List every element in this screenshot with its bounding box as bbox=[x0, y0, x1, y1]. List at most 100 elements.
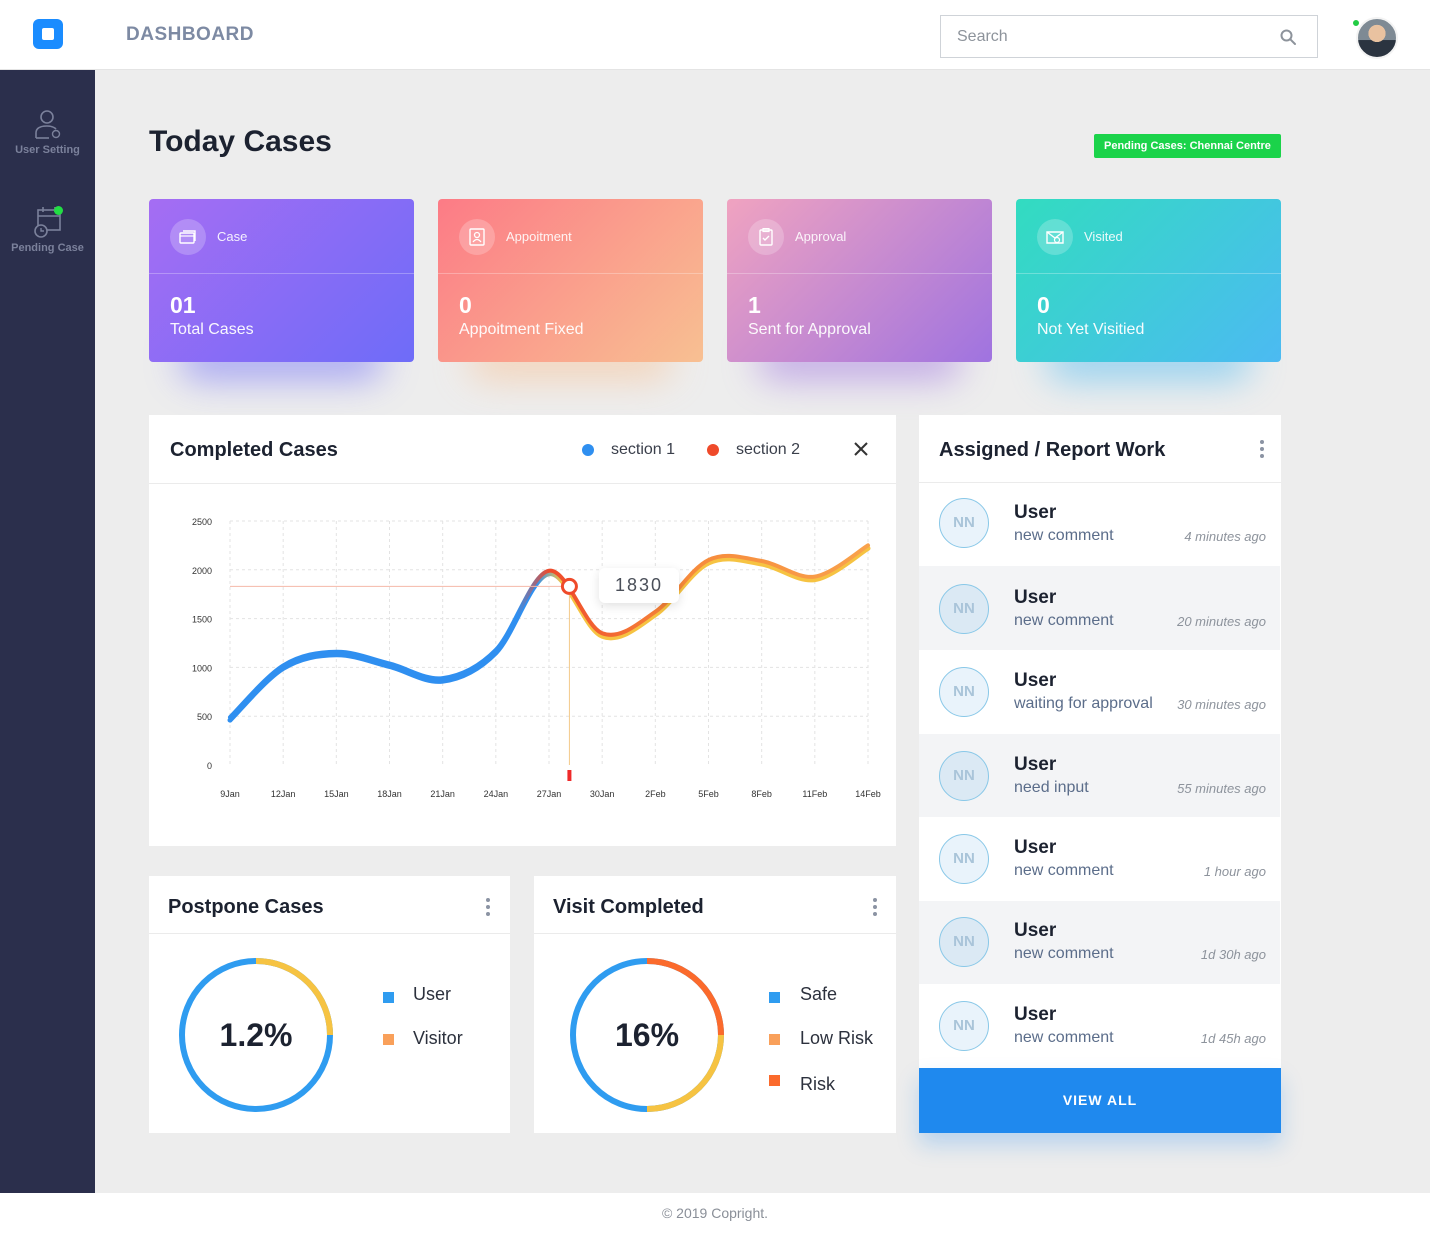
x-tick-label: 12Jan bbox=[271, 789, 296, 799]
clipboard-check-icon bbox=[748, 219, 784, 255]
card-label: Appoitment bbox=[506, 229, 572, 244]
sidebar-item-pending-case[interactable]: Pending Case bbox=[0, 206, 95, 254]
card-header: Appoitment bbox=[438, 199, 703, 274]
more-options-icon[interactable] bbox=[872, 898, 878, 918]
y-tick-label: 1000 bbox=[192, 663, 212, 673]
y-tick-label: 0 bbox=[207, 761, 212, 771]
legend-swatch-user bbox=[383, 992, 394, 1003]
panel-title: Visit Completed bbox=[553, 896, 704, 918]
sidebar-item-label: Pending Case bbox=[11, 242, 84, 254]
more-options-icon[interactable] bbox=[485, 898, 491, 918]
card-glow bbox=[468, 340, 673, 380]
visit-completed-panel: Visit Completed 16% Safe Low Risk Risk bbox=[534, 876, 896, 1133]
x-tick-label: 27Jan bbox=[537, 789, 562, 799]
search-input[interactable] bbox=[941, 16, 1271, 57]
x-tick-label: 30Jan bbox=[590, 789, 615, 799]
series-line-section-2 bbox=[228, 543, 870, 720]
highlight-point bbox=[560, 577, 578, 595]
legend-swatch-low-risk bbox=[769, 1034, 780, 1045]
x-tick-label: 15Jan bbox=[324, 789, 349, 799]
list-item[interactable]: NN User need input 55 minutes ago bbox=[919, 734, 1280, 817]
legend-low-risk: Low Risk bbox=[800, 1028, 874, 1048]
cards-icon bbox=[170, 219, 206, 255]
avatar: NN bbox=[939, 498, 989, 548]
card-glow bbox=[1046, 340, 1251, 380]
legend-dot-section-2 bbox=[707, 444, 719, 456]
avatar: NN bbox=[939, 917, 989, 967]
app-title: DASHBOARD bbox=[126, 24, 254, 45]
panel-title: Assigned / Report Work bbox=[939, 439, 1166, 461]
list-item[interactable]: NN User new comment 1 hour ago bbox=[919, 817, 1280, 901]
search-box[interactable] bbox=[940, 15, 1318, 58]
card-description: Total Cases bbox=[170, 321, 254, 338]
list-item[interactable]: NN User new comment 20 minutes ago bbox=[919, 566, 1280, 650]
view-all-button[interactable]: VIEW ALL bbox=[919, 1068, 1281, 1133]
sidebar: User Setting Pending Case bbox=[0, 70, 95, 1193]
user-gear-icon bbox=[34, 110, 60, 139]
list-item-message: new comment bbox=[1014, 612, 1114, 629]
card-header: Approval bbox=[727, 199, 992, 274]
contact-card-icon bbox=[459, 219, 495, 255]
crosshair-marker bbox=[567, 770, 572, 781]
x-tick-label: 21Jan bbox=[430, 789, 455, 799]
card-value: 0 bbox=[1037, 292, 1050, 318]
list-item-time: 1d 30h ago bbox=[1200, 947, 1266, 962]
list-item[interactable]: NN User new comment 1d 30h ago bbox=[919, 901, 1280, 984]
x-tick-label: 9Jan bbox=[220, 789, 240, 799]
visit-donut-chart bbox=[570, 958, 724, 1112]
series-line-section-1 bbox=[227, 545, 871, 723]
approval-card[interactable]: Approval 1 Sent for Approval bbox=[727, 199, 992, 380]
list-item-message: need input bbox=[1014, 779, 1089, 796]
list-item-time: 4 minutes ago bbox=[1184, 529, 1266, 544]
app-logo[interactable] bbox=[33, 19, 63, 49]
list-item[interactable]: NN User new comment 1d 45h ago bbox=[919, 984, 1280, 1068]
panel-divider bbox=[534, 933, 896, 934]
x-tick-label: 11Feb bbox=[802, 789, 827, 799]
sidebar-item-user-setting[interactable]: User Setting bbox=[0, 108, 95, 156]
x-tick-label: 2Feb bbox=[645, 789, 666, 799]
x-tick-label: 14Feb bbox=[855, 789, 881, 799]
search-icon[interactable] bbox=[1279, 28, 1297, 46]
legend-visitor: Visitor bbox=[413, 1028, 463, 1048]
user-avatar[interactable] bbox=[1356, 17, 1398, 59]
legend-risk: Risk bbox=[800, 1074, 835, 1094]
pending-cases-badge[interactable]: Pending Cases: Chennai Centre bbox=[1094, 134, 1281, 158]
list-item-time: 1d 45h ago bbox=[1200, 1031, 1266, 1046]
panel-divider bbox=[919, 482, 1281, 483]
list-item-message: waiting for approval bbox=[1014, 695, 1153, 712]
list-item[interactable]: NN User new comment 4 minutes ago bbox=[919, 483, 1280, 566]
legend-swatch-safe bbox=[769, 992, 780, 1003]
card-header: Visited bbox=[1016, 199, 1281, 274]
x-tick-label: 24Jan bbox=[484, 789, 509, 799]
top-bar: DASHBOARD bbox=[0, 0, 1430, 70]
list-item-time: 30 minutes ago bbox=[1177, 697, 1266, 712]
panel-divider bbox=[149, 483, 896, 484]
case-card[interactable]: Case 01 Total Cases bbox=[149, 199, 414, 380]
legend-section-1[interactable]: section 1 bbox=[611, 441, 676, 458]
list-item-message: new comment bbox=[1014, 527, 1114, 544]
completed-cases-panel: Completed Cases section 1 section 2 2500… bbox=[149, 415, 896, 846]
y-tick-label: 2000 bbox=[192, 566, 212, 576]
footer: © 2019 Copright. bbox=[0, 1193, 1430, 1234]
list-item-time: 20 minutes ago bbox=[1177, 614, 1266, 629]
avatar: NN bbox=[939, 834, 989, 884]
more-options-icon[interactable] bbox=[1259, 440, 1265, 460]
card-description: Not Yet Visitied bbox=[1037, 321, 1145, 338]
card-glow bbox=[757, 340, 962, 380]
close-icon[interactable] bbox=[853, 441, 869, 457]
donut-center-value: 16% bbox=[614, 1017, 680, 1053]
list-item-name: User bbox=[1014, 1004, 1057, 1025]
legend-section-2[interactable]: section 2 bbox=[736, 441, 801, 458]
sidebar-item-label: User Setting bbox=[15, 144, 80, 156]
visited-card[interactable]: Visited 0 Not Yet Visitied bbox=[1016, 199, 1281, 380]
appointment-card[interactable]: Appoitment 0 Appoitment Fixed bbox=[438, 199, 703, 380]
panel-title: Completed Cases bbox=[170, 439, 338, 461]
legend-swatch-visitor bbox=[383, 1034, 394, 1045]
list-item-time: 55 minutes ago bbox=[1177, 781, 1266, 796]
panel-divider bbox=[149, 933, 510, 934]
completed-cases-chart: 2500 2000 1500 1000 500 0 9Jan 12Jan 15Jan 18Jan 2… bbox=[192, 517, 881, 799]
list-item-message: new comment bbox=[1014, 1029, 1114, 1046]
legend-user: User bbox=[413, 984, 452, 1004]
list-item[interactable]: NN User waiting for approval 30 minutes … bbox=[919, 650, 1280, 734]
card-description: Sent for Approval bbox=[748, 321, 871, 338]
